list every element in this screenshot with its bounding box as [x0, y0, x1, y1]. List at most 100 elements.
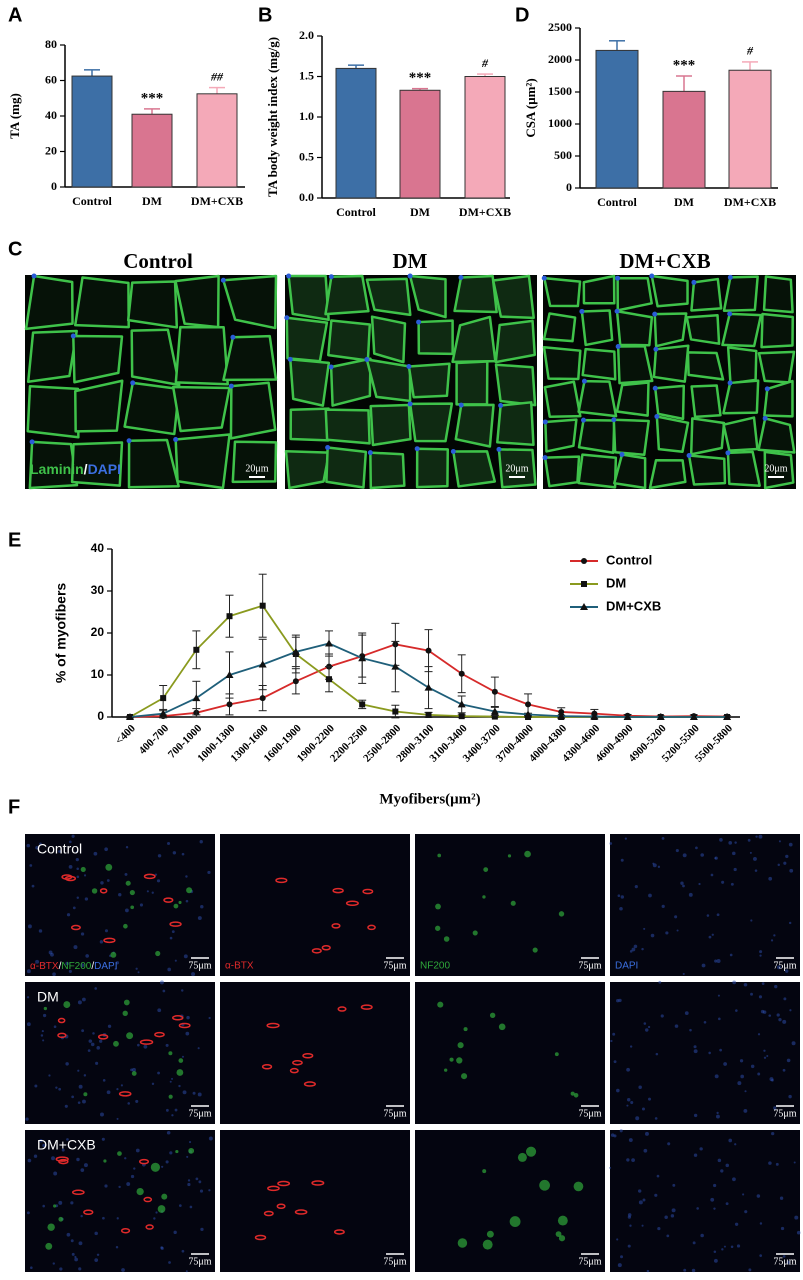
nucleus — [83, 874, 87, 877]
nucleus — [185, 899, 189, 903]
marker — [192, 694, 201, 702]
axon — [463, 1027, 468, 1032]
nucleus — [782, 1068, 786, 1072]
endplate — [333, 1229, 345, 1235]
nucleus — [655, 1052, 659, 1056]
axon — [570, 1091, 575, 1096]
nucleus — [670, 1214, 675, 1218]
endplate — [143, 1196, 153, 1203]
nucleus — [208, 1016, 211, 1020]
nucleus — [652, 311, 658, 317]
fiber — [130, 328, 181, 387]
endplate — [145, 1224, 154, 1230]
nucleus — [183, 954, 188, 959]
nucleus — [104, 929, 109, 933]
marker — [193, 646, 200, 653]
nucleus — [94, 1258, 99, 1262]
y-tick-label: 1500 — [548, 84, 572, 98]
fiber — [454, 403, 495, 448]
fiber — [577, 379, 618, 418]
micrograph: 75μm — [609, 834, 800, 976]
image-bg — [220, 834, 410, 976]
fiber — [689, 417, 726, 456]
image-bg — [415, 982, 605, 1124]
nucleus — [26, 1022, 31, 1027]
marker — [325, 639, 334, 647]
fiber — [762, 275, 794, 314]
nucleus — [643, 927, 646, 930]
scale-bar-label: 75μm — [773, 1108, 796, 1119]
nucleus — [187, 1179, 191, 1182]
endplate — [118, 1091, 132, 1097]
nucleus — [137, 1043, 140, 1047]
nucleus — [43, 962, 46, 965]
fiber — [577, 418, 616, 455]
nucleus — [793, 1161, 796, 1164]
marker — [291, 647, 300, 655]
micrograph: 75μm — [609, 1129, 801, 1273]
channel-name: DAPI — [94, 961, 117, 972]
nucleus — [708, 1051, 711, 1055]
axon — [123, 999, 130, 1006]
axon — [161, 1193, 168, 1200]
nucleus — [26, 996, 30, 999]
marker — [458, 713, 465, 720]
nucleus — [706, 914, 710, 917]
nucleus — [73, 945, 78, 950]
nucleus — [80, 1214, 83, 1218]
nucleus — [648, 893, 652, 898]
fiber — [26, 385, 80, 439]
marker — [557, 712, 566, 720]
nucleus — [104, 1184, 108, 1188]
fiber — [325, 446, 368, 489]
marker — [259, 695, 266, 702]
endplate — [261, 1063, 273, 1070]
nucleus — [40, 1034, 44, 1037]
nucleus — [143, 1044, 148, 1049]
marker — [723, 713, 732, 720]
nucleus — [717, 994, 720, 997]
nucleus — [749, 851, 752, 854]
nucleus — [783, 861, 787, 865]
nucleus — [610, 1039, 613, 1043]
nucleus — [68, 864, 73, 869]
nucleus — [135, 1148, 140, 1153]
nucleus — [165, 1043, 169, 1047]
nucleus — [716, 959, 721, 963]
marker — [358, 654, 367, 662]
nucleus — [135, 1099, 139, 1103]
micrograph: 75μm — [220, 1130, 410, 1272]
nucleus — [665, 931, 669, 935]
fiber — [690, 384, 722, 419]
bar — [399, 89, 441, 199]
nucleus — [713, 1250, 717, 1253]
fiber — [613, 453, 647, 490]
fiber — [285, 316, 329, 363]
nucleus — [643, 1022, 647, 1025]
nucleus — [77, 1000, 82, 1005]
nucleus — [101, 1137, 105, 1141]
nucleus — [725, 450, 731, 456]
nucleus — [407, 401, 413, 407]
endplate — [321, 945, 331, 951]
nucleus — [182, 1090, 187, 1095]
nucleus — [104, 847, 108, 852]
nucleus — [735, 1009, 738, 1012]
nucleus — [764, 386, 770, 392]
nucleus — [95, 1061, 99, 1065]
nucleus — [130, 1174, 135, 1179]
fiber — [686, 351, 725, 381]
nucleus — [74, 1255, 77, 1259]
nucleus — [626, 1104, 629, 1107]
nucleus — [167, 841, 171, 846]
nucleus — [26, 1211, 30, 1215]
scale-bar-label: 75μm — [773, 1256, 796, 1267]
nucleus — [721, 880, 725, 884]
nucleus — [83, 1074, 87, 1077]
nucleus — [80, 932, 85, 936]
y-tick-label: 2.0 — [299, 28, 314, 42]
nucleus — [693, 1153, 698, 1157]
nucleus — [714, 856, 718, 860]
micrograph: 75μm — [415, 1130, 605, 1272]
endplate — [163, 897, 174, 903]
